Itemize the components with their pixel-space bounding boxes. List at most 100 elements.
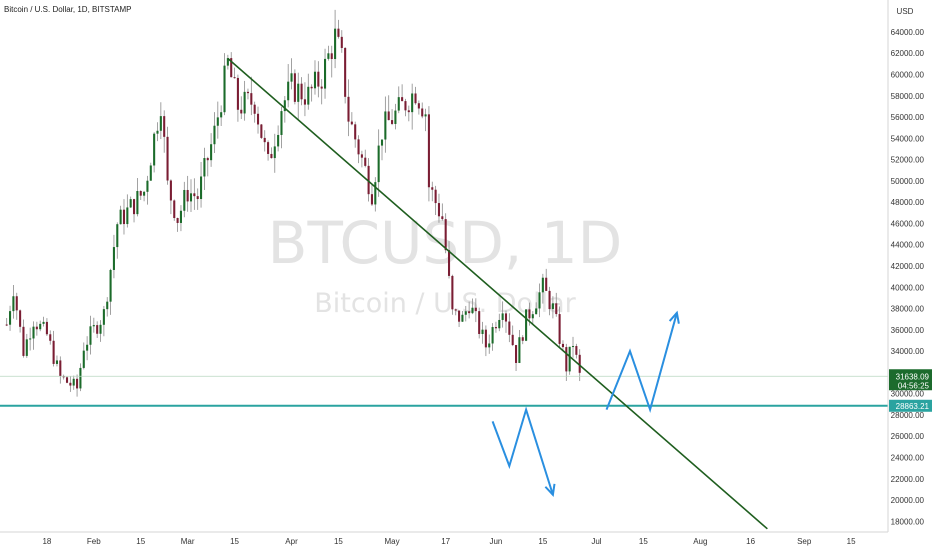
candle-body bbox=[176, 218, 179, 223]
candle-body bbox=[122, 209, 126, 225]
x-tick-label: 16 bbox=[746, 537, 755, 546]
candle-body bbox=[327, 53, 330, 59]
candle-body bbox=[391, 120, 394, 124]
candle-body bbox=[82, 350, 85, 368]
y-tick-label: 20000.00 bbox=[891, 496, 925, 505]
candle-body bbox=[488, 343, 491, 348]
candle-body bbox=[303, 99, 306, 105]
candle-body bbox=[76, 378, 79, 389]
candle-body bbox=[132, 199, 136, 215]
bullish-path-arrowhead bbox=[668, 310, 680, 324]
candle-body bbox=[561, 343, 564, 348]
candle-body bbox=[427, 114, 430, 188]
y-tick-label: 30000.00 bbox=[891, 390, 925, 399]
candle-body bbox=[189, 193, 193, 202]
candle-body bbox=[297, 83, 300, 102]
time-axis[interactable]: 18 Feb 15 Mar 15 Apr 15 May 17 Jun 15 Jul 15 Aug 16 Sep… bbox=[0, 531, 932, 550]
candle-body bbox=[283, 100, 286, 112]
y-tick-label: 62000.00 bbox=[891, 49, 925, 58]
candle-body bbox=[293, 73, 296, 102]
candle-body bbox=[243, 91, 246, 114]
candle-body bbox=[535, 308, 538, 315]
y-tick-label: 34000.00 bbox=[891, 347, 925, 356]
candle-body bbox=[86, 344, 89, 351]
y-tick-label: 46000.00 bbox=[891, 219, 925, 228]
price-axis-background bbox=[888, 0, 932, 532]
price-axis-ticks: 18000.00 20000.00 22000.00 24000.00 26000.00… bbox=[891, 28, 925, 526]
candle-body bbox=[578, 354, 581, 373]
candle-body bbox=[203, 158, 206, 177]
candle-body bbox=[337, 28, 340, 37]
candle-body bbox=[344, 47, 347, 97]
candle-body bbox=[518, 337, 521, 363]
candle-body bbox=[106, 301, 109, 310]
bar-countdown: 04:56:25 bbox=[898, 381, 930, 390]
candle-body bbox=[340, 36, 343, 48]
candle-body bbox=[55, 360, 59, 364]
x-tick-label: May bbox=[384, 537, 399, 546]
candle-body bbox=[112, 247, 115, 270]
candle-body bbox=[163, 116, 166, 137]
scenario-paths[interactable] bbox=[491, 310, 680, 497]
candle-body bbox=[39, 323, 42, 330]
y-tick-label: 40000.00 bbox=[891, 283, 925, 292]
candle-body bbox=[287, 81, 290, 101]
candle-body bbox=[139, 191, 142, 196]
candle-body bbox=[15, 296, 18, 311]
candle-body bbox=[109, 269, 112, 302]
candle-body bbox=[511, 334, 514, 346]
y-tick-label: 48000.00 bbox=[891, 198, 925, 207]
candle-body bbox=[96, 325, 99, 334]
candle-body bbox=[491, 327, 494, 344]
candle-body bbox=[277, 134, 280, 147]
y-tick-label: 58000.00 bbox=[891, 92, 925, 101]
candle-body bbox=[320, 86, 323, 89]
candle-body bbox=[484, 329, 487, 348]
candle-body bbox=[156, 130, 159, 134]
candle-body bbox=[407, 110, 410, 113]
trendline-group[interactable] bbox=[227, 57, 768, 530]
candle-body bbox=[364, 157, 367, 166]
candle-body bbox=[173, 200, 176, 219]
candle-body bbox=[360, 154, 363, 158]
candle-body bbox=[72, 378, 75, 386]
candle-body bbox=[25, 339, 28, 356]
candle-body bbox=[531, 314, 534, 319]
candle-body bbox=[367, 165, 370, 195]
candle-body bbox=[179, 210, 182, 223]
candle-body bbox=[394, 110, 397, 124]
candle-body bbox=[129, 199, 132, 208]
candle-body bbox=[434, 189, 437, 204]
candle-body bbox=[548, 290, 551, 310]
time-axis-ticks: 18 Feb 15 Mar 15 Apr 15 May 17 Jun 15 Jul 15 Aug 16 Sep… bbox=[42, 537, 856, 546]
trendline bbox=[227, 57, 768, 530]
x-tick-label: Aug bbox=[693, 537, 707, 546]
candle-body bbox=[230, 58, 233, 78]
candle-body bbox=[464, 311, 467, 315]
y-tick-label: 24000.00 bbox=[891, 454, 925, 463]
candle-body bbox=[538, 292, 541, 309]
candle-body bbox=[12, 296, 15, 312]
candle-body bbox=[69, 382, 72, 386]
x-tick-label: 15 bbox=[639, 537, 648, 546]
bullish-path bbox=[605, 312, 678, 414]
y-tick-label: 36000.00 bbox=[891, 326, 925, 335]
candle-body bbox=[397, 97, 400, 111]
x-tick-label: Jun bbox=[489, 537, 502, 546]
y-tick-label: 26000.00 bbox=[891, 432, 925, 441]
x-tick-label: 15 bbox=[847, 537, 856, 546]
candle-body bbox=[65, 377, 69, 383]
price-axis[interactable]: 18000.00 20000.00 22000.00 24000.00 26000.00… bbox=[887, 0, 932, 532]
candle-body bbox=[451, 275, 454, 310]
candle-body bbox=[401, 97, 404, 102]
candle-body bbox=[330, 53, 333, 60]
y-tick-label: 44000.00 bbox=[891, 241, 925, 250]
candle-body bbox=[565, 347, 568, 372]
candle-body bbox=[236, 77, 239, 110]
candle-body bbox=[481, 329, 484, 334]
x-tick-label: Sep bbox=[797, 537, 812, 546]
candle-body bbox=[253, 104, 256, 114]
y-tick-label: 42000.00 bbox=[891, 262, 925, 271]
